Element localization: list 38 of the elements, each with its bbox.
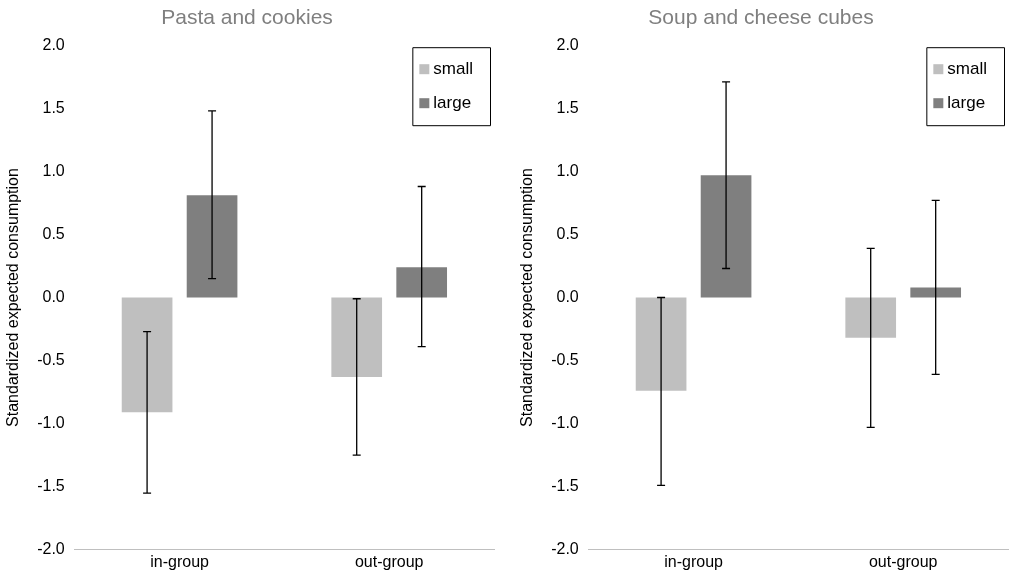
y-tick-label: -2.0	[37, 540, 65, 558]
bar	[121, 297, 173, 413]
x-tick-label: out-group	[354, 552, 424, 570]
y-axis-title: Standardized expected consumption	[4, 168, 22, 427]
legend-label: large	[433, 92, 472, 112]
x-tick-label: in-group	[150, 552, 210, 570]
y-tick-label: 1.5	[556, 98, 579, 116]
y-tick-label: 0.5	[42, 224, 65, 242]
y-tick-label: -2.0	[551, 540, 579, 558]
y-tick-label: -0.5	[37, 350, 65, 368]
chart-title: Pasta and cookies	[161, 5, 333, 29]
y-tick-label: 0.0	[42, 287, 65, 305]
y-tick-label: 1.0	[556, 161, 579, 179]
bar	[910, 287, 962, 298]
y-tick-label: 1.5	[42, 98, 65, 116]
chart-title: Soup and cheese cubes	[648, 5, 874, 29]
legend-label: small	[947, 58, 987, 78]
bar	[700, 175, 752, 298]
bar	[635, 297, 687, 391]
x-tick-label: out-group	[868, 552, 938, 570]
bar	[845, 297, 897, 338]
y-tick-label: 0.0	[556, 287, 579, 305]
y-tick-label: -0.5	[551, 350, 579, 368]
y-axis-title: Standardized expected consumption	[518, 168, 536, 427]
y-tick-label: 0.5	[556, 224, 579, 242]
bar	[331, 297, 383, 377]
bar	[396, 267, 448, 298]
y-tick-label: 2.0	[42, 35, 65, 53]
y-tick-label: 2.0	[556, 35, 579, 53]
y-tick-label: 1.0	[42, 161, 65, 179]
bar	[186, 195, 238, 298]
y-tick-label: -1.5	[37, 477, 65, 495]
y-tick-label: -1.5	[551, 477, 579, 495]
y-tick-label: -1.0	[37, 414, 65, 432]
x-tick-label: in-group	[664, 552, 724, 570]
legend-label: small	[433, 58, 473, 78]
legend-label: large	[947, 92, 986, 112]
y-tick-label: -1.0	[551, 414, 579, 432]
